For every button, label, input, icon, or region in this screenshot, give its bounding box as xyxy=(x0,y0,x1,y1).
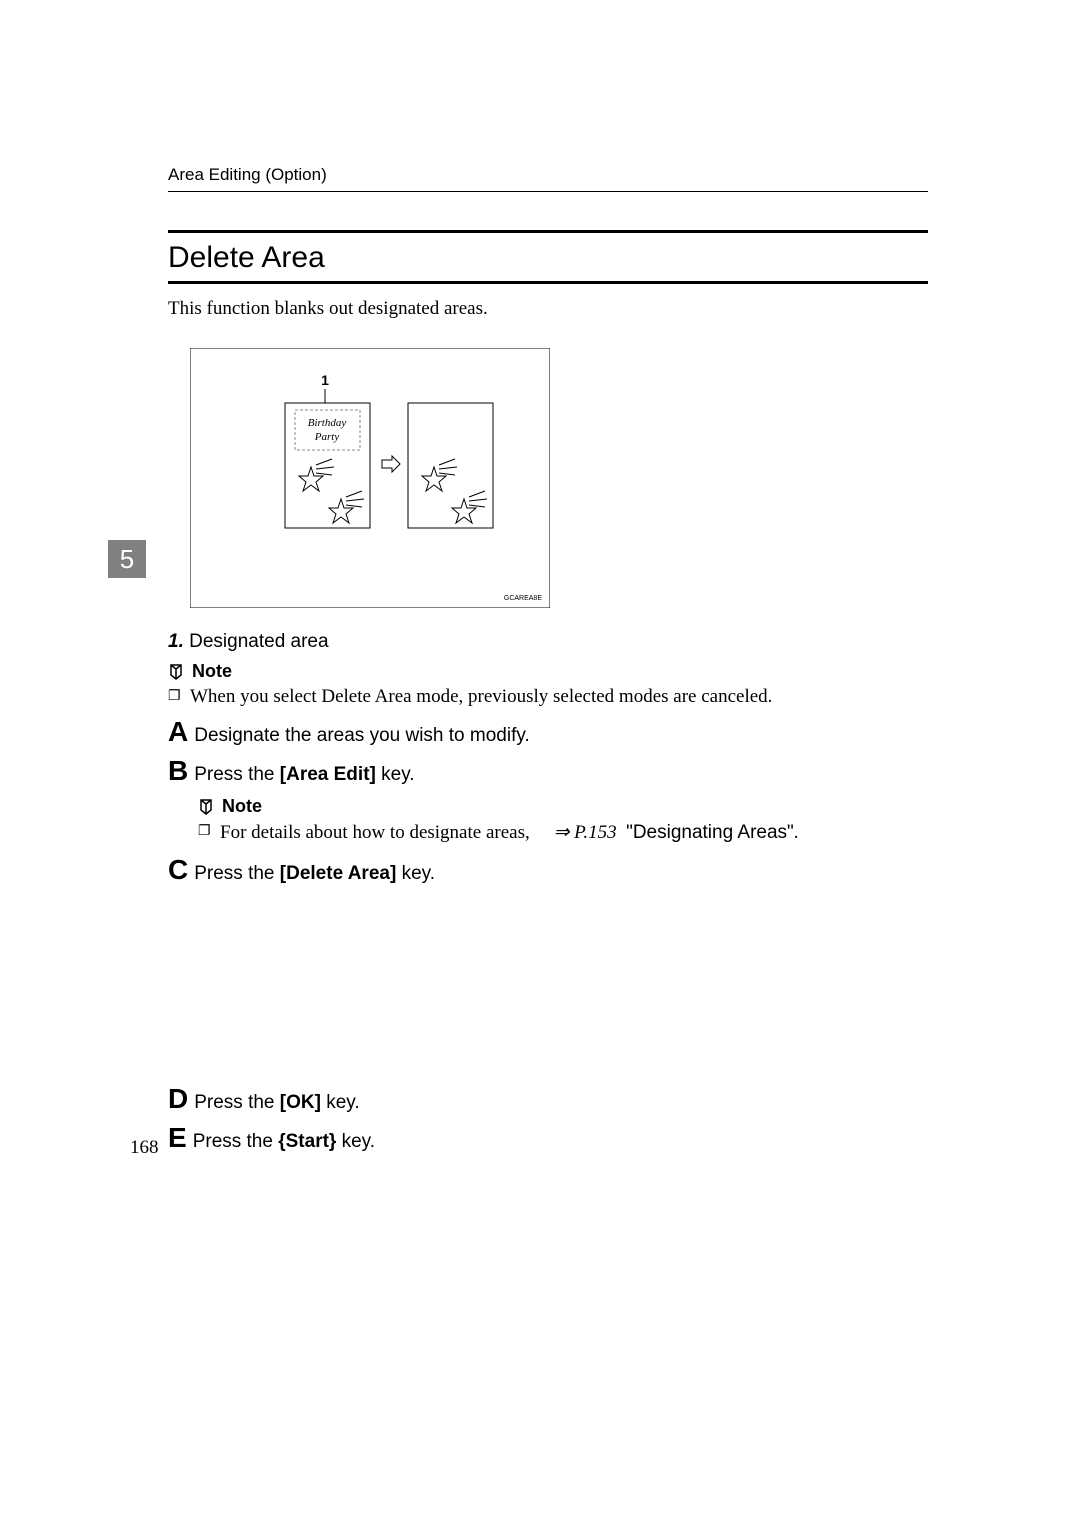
note2-prefix: For details about how to designate areas… xyxy=(220,822,530,843)
note-item-1: When you select Delete Area mode, previo… xyxy=(168,686,928,708)
note-heading: Note xyxy=(168,661,928,682)
start-key: {Start} xyxy=(278,1131,336,1152)
note-heading-2: Note xyxy=(198,796,928,817)
step-e-suffix: key. xyxy=(336,1131,375,1152)
step-letter-a: A xyxy=(168,718,188,746)
area-edit-key: [Area Edit] xyxy=(280,764,376,785)
step-c-suffix: key. xyxy=(396,863,435,884)
card-text-1: Birthday xyxy=(308,417,347,429)
step-d: D Press the [OK] key. xyxy=(168,1085,928,1114)
arrow-icon xyxy=(382,456,400,472)
chapter-tab: 5 xyxy=(108,540,146,578)
step-c-prefix: Press the xyxy=(194,863,280,884)
step-d-prefix: Press the xyxy=(194,1092,280,1113)
figure-caption: 1. Designated area xyxy=(168,631,928,653)
step-e: E Press the {Start} key. xyxy=(168,1124,928,1153)
ref-title: "Designating Areas" xyxy=(626,822,794,843)
ref-page: P.153 xyxy=(574,822,616,843)
delete-area-diagram: 1 Birthday Party xyxy=(190,348,550,608)
step-e-prefix: Press the xyxy=(193,1131,279,1152)
spacer xyxy=(168,895,928,1085)
note-icon xyxy=(168,663,186,681)
step-letter-e: E xyxy=(168,1124,187,1152)
note-label-2: Note xyxy=(222,796,262,817)
step-b-note-block: Note For details about how to designate … xyxy=(198,796,928,844)
figure-code: GCAREA8E xyxy=(504,595,542,602)
step-a: A Designate the areas you wish to modify… xyxy=(168,718,928,747)
step-letter-b: B xyxy=(168,757,188,785)
star-group-right xyxy=(422,459,487,523)
step-b-prefix: Press the xyxy=(194,764,280,785)
step-b: B Press the [Area Edit] key. xyxy=(168,757,928,786)
note-icon xyxy=(198,798,216,816)
step-d-suffix: key. xyxy=(321,1092,360,1113)
delete-area-key: [Delete Area] xyxy=(280,863,397,884)
page-content: Area Editing (Option) Delete Area This f… xyxy=(168,165,928,1163)
note-label: Note xyxy=(192,661,232,682)
step-a-text: Designate the areas you wish to modify. xyxy=(194,725,530,747)
page-number: 168 xyxy=(130,1137,159,1159)
note-item-2: For details about how to designate areas… xyxy=(198,821,928,844)
figure-label-number: 1 xyxy=(321,372,329,388)
step-c: C Press the [Delete Area] key. xyxy=(168,856,928,885)
caption-text: Designated area xyxy=(189,631,328,652)
ref-suffix: . xyxy=(794,822,799,843)
intro-text: This function blanks out designated area… xyxy=(168,298,928,320)
caption-number: 1. xyxy=(168,631,184,652)
star-group-left xyxy=(299,459,364,523)
step-letter-c: C xyxy=(168,856,188,884)
step-b-suffix: key. xyxy=(376,764,415,785)
figure: 1 Birthday Party xyxy=(190,348,928,613)
section-title-wrap: Delete Area xyxy=(168,230,928,284)
section-title: Delete Area xyxy=(168,241,928,275)
ok-key: [OK] xyxy=(280,1092,321,1113)
running-header: Area Editing (Option) xyxy=(168,165,928,192)
step-letter-d: D xyxy=(168,1085,188,1113)
card-text-2: Party xyxy=(314,431,340,443)
